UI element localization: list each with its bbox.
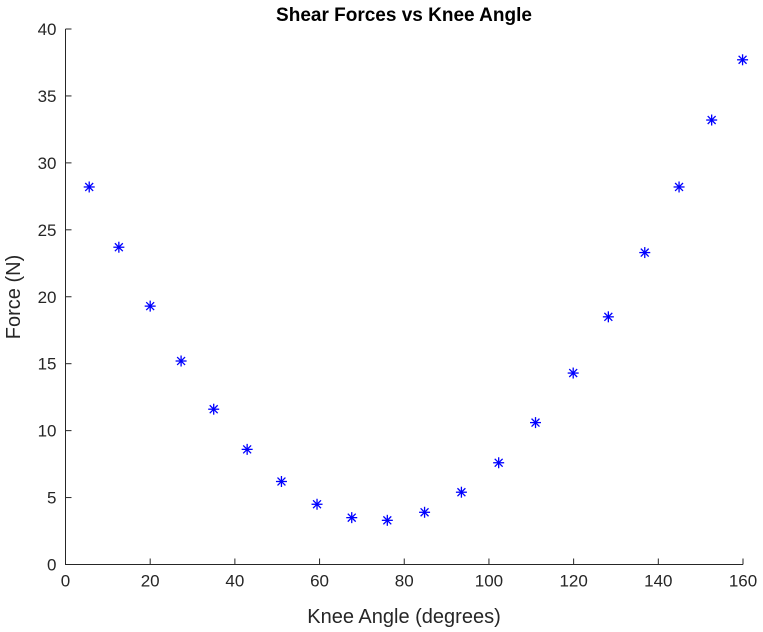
y-tick-label: 10	[38, 422, 57, 441]
x-tick-label: 20	[141, 572, 160, 591]
y-tick-label: 25	[38, 221, 57, 240]
data-point	[455, 486, 467, 498]
y-tick-label: 15	[38, 355, 57, 374]
data-point	[530, 417, 542, 429]
data-point	[175, 355, 187, 367]
y-tick-label: 0	[47, 556, 56, 575]
x-tick-label: 40	[225, 572, 244, 591]
data-point	[673, 181, 685, 193]
x-ticks: 0 20 40 60 80 100 120 140 160	[61, 558, 757, 591]
data-point	[567, 367, 579, 379]
y-tick-label: 40	[38, 20, 57, 39]
data-point	[381, 514, 393, 526]
data-point	[419, 506, 431, 518]
data-points	[83, 54, 749, 526]
x-tick-label: 0	[61, 572, 70, 591]
x-tick-label: 140	[644, 572, 672, 591]
data-point	[83, 181, 95, 193]
data-point	[311, 498, 323, 510]
y-tick-label: 5	[47, 489, 56, 508]
chart-title: Shear Forces vs Knee Angle	[276, 5, 532, 26]
axes	[65, 29, 743, 565]
data-point	[113, 241, 125, 253]
data-point	[241, 443, 253, 455]
x-tick-label: 100	[475, 572, 503, 591]
y-tick-label: 35	[38, 87, 57, 106]
y-axis-label: Force (N)	[3, 255, 25, 339]
data-point	[208, 403, 220, 415]
data-point	[737, 54, 749, 66]
y-tick-label: 20	[38, 288, 57, 307]
x-tick-label: 160	[729, 572, 757, 591]
data-point	[602, 311, 614, 323]
data-point	[706, 114, 718, 126]
x-axis-label: Knee Angle (degrees)	[307, 606, 500, 628]
data-point	[346, 512, 358, 524]
data-point	[144, 300, 156, 312]
x-tick-label: 120	[559, 572, 587, 591]
x-tick-label: 80	[395, 572, 414, 591]
x-tick-label: 60	[310, 572, 329, 591]
data-point	[493, 457, 505, 469]
data-point	[639, 247, 651, 259]
y-tick-label: 30	[38, 154, 57, 173]
data-point	[275, 475, 287, 487]
y-ticks: 0 5 10 15 20 25 30 35 40	[38, 20, 72, 575]
